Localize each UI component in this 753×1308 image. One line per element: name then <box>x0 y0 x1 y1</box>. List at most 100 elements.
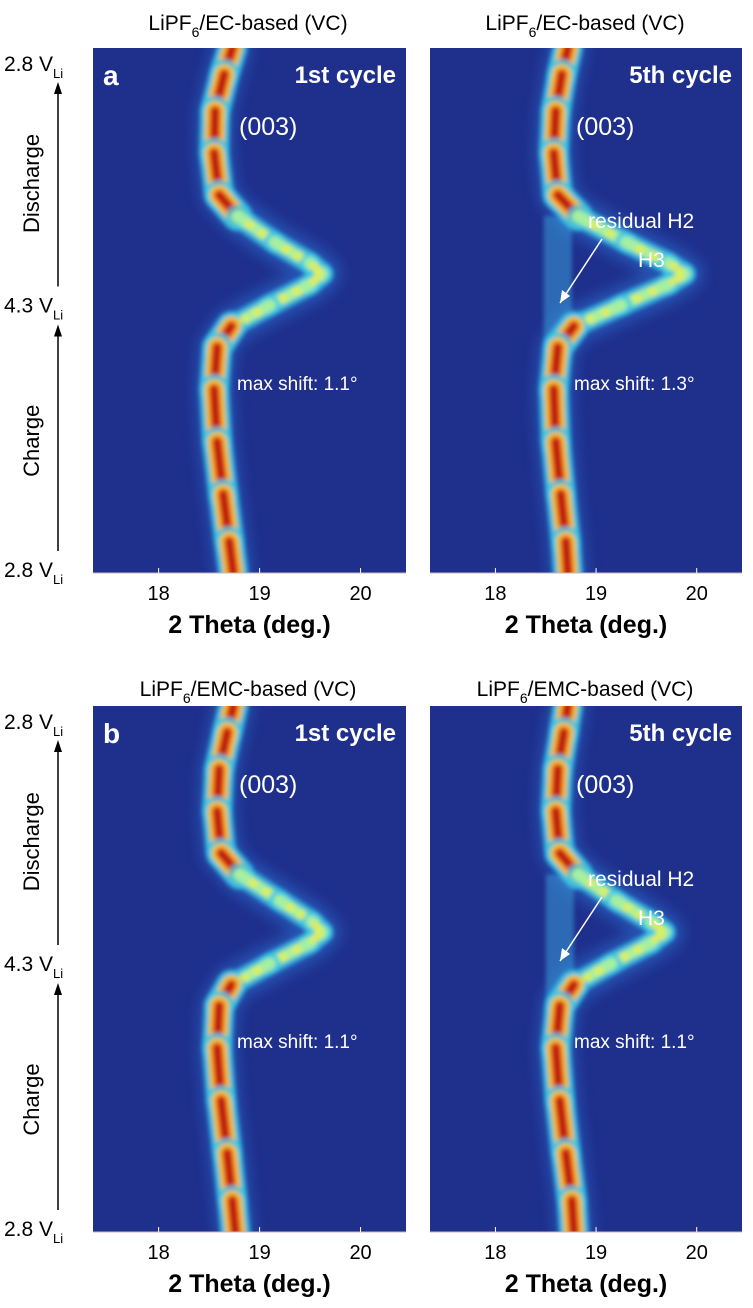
h3-dot <box>633 945 643 954</box>
voltage-bottom-label-main: 2.8 V <box>4 559 53 582</box>
residual-arrow <box>559 896 603 962</box>
peak-segment-center <box>563 539 571 573</box>
voltage-mid-label: 4.3 VLi <box>4 953 63 981</box>
voltage-mid-label-sub: Li <box>53 308 63 323</box>
h3-dot <box>296 910 307 919</box>
h3-dot <box>650 935 661 944</box>
voltage-mid-label-main: 4.3 V <box>4 953 53 976</box>
h3-dot <box>239 973 250 982</box>
peak-segment-center <box>569 1198 577 1232</box>
panel-b1: LiPF6/EMC-based (VC) 18 19 20 2 Theta (deg.)… <box>93 678 406 1298</box>
peak-segment-center <box>227 539 236 573</box>
h3-dot <box>589 220 600 229</box>
discharge-arrow-head <box>54 740 62 752</box>
h3-dot <box>674 266 685 275</box>
h3-dot <box>647 287 658 296</box>
panel-title: LiPF6/EMC-based (VC) <box>477 678 694 706</box>
discharge-label: Discharge <box>19 134 44 233</box>
h3-dot <box>291 287 302 296</box>
charge-label: Charge <box>19 1063 44 1135</box>
h3-dot <box>622 903 633 912</box>
panel-title-prefix: LiPF <box>477 678 520 701</box>
panel-a1: LiPF6/EC-based (VC) 18 19 20 2 Theta (deg.) a… <box>93 12 406 639</box>
voltage-top-label: 2.8 VLi <box>4 711 63 739</box>
residual-h2-label: residual H2 <box>588 868 694 891</box>
voltage-top-label-sub: Li <box>53 66 63 81</box>
peak-trace <box>199 48 334 573</box>
h3-dot <box>634 910 645 919</box>
cycle-label: 5th cycle <box>629 720 732 747</box>
voltage-bottom-label: 2.8 VLi <box>4 559 63 587</box>
panel-letter: b <box>103 718 120 749</box>
h3-dot <box>251 308 262 317</box>
h3-dot <box>257 229 268 238</box>
discharge-label: Discharge <box>19 792 44 891</box>
voltage-bottom-label-sub: Li <box>53 1231 63 1246</box>
h3-dot <box>581 973 592 982</box>
h3-dot <box>598 887 609 896</box>
peak-trace <box>538 48 696 573</box>
x-tick-label: 18 <box>484 1242 506 1264</box>
voltage-top-label: 2.8 VLi <box>4 53 63 81</box>
residual-arrow-head <box>560 948 570 961</box>
h3-dot <box>309 935 320 944</box>
x-tick-label: 19 <box>248 583 270 605</box>
charge-arrow-head <box>54 983 62 995</box>
heatmap-intensity <box>195 48 342 573</box>
h3-dot <box>631 294 642 303</box>
max-shift-label: max shift: 1.1° <box>237 1032 358 1053</box>
heatmap-intensity <box>536 706 684 1232</box>
panel-title: LiPF6/EC-based (VC) <box>485 12 684 40</box>
panel-title-suffix: /EC-based (VC) <box>199 12 347 35</box>
h3-dot <box>605 229 616 238</box>
panel-title: LiPF6/EC-based (VC) <box>148 12 347 40</box>
h3-dot <box>309 276 320 285</box>
voltage-bottom-label-sub: Li <box>53 572 63 587</box>
peak-label: (003) <box>576 771 634 799</box>
panel-a5: LiPF6/EC-based (VC) 18 19 20 2 Theta (deg.) 5… <box>430 12 742 639</box>
x-axis-label: 2 Theta (deg.) <box>168 611 331 639</box>
voltage-bottom-label-main: 2.8 V <box>4 1218 53 1241</box>
h3-dot <box>593 966 604 975</box>
x-tick-label: 20 <box>349 1242 371 1264</box>
h3-dot <box>281 245 292 254</box>
panel-title: LiPF6/EMC-based (VC) <box>140 678 357 706</box>
voltage-top-label-sub: Li <box>53 724 63 739</box>
residual-h2-label: residual H2 <box>588 210 694 233</box>
x-tick-label: 18 <box>484 583 506 605</box>
panel-title-prefix: LiPF <box>140 678 183 701</box>
heatmap-panels: LiPF6/EC-based (VC)18 19 202 Theta (deg.)a… <box>93 12 742 1298</box>
panel-title-sub: 6 <box>183 690 191 706</box>
h3-dot <box>313 266 324 275</box>
voltage-mid-label-sub: Li <box>53 966 63 981</box>
peak-label: (003) <box>239 771 297 799</box>
h3-dot <box>285 903 296 912</box>
peak-trace <box>540 706 676 1232</box>
residual-arrow <box>559 238 603 304</box>
max-shift-label: max shift: 1.1° <box>237 374 358 395</box>
x-tick-label: 19 <box>585 1242 607 1264</box>
x-tick-label: 20 <box>686 583 708 605</box>
h3-dot <box>291 945 302 954</box>
h3-dot <box>313 924 324 933</box>
x-tick-label: 20 <box>686 1242 708 1264</box>
voltage-mid-label-main: 4.3 V <box>4 295 53 318</box>
h3-dot <box>668 276 679 285</box>
h3-dot <box>261 887 272 896</box>
peak-label: (003) <box>239 113 297 141</box>
peak-trace <box>202 706 334 1232</box>
x-tick-label: 18 <box>148 583 170 605</box>
voltage-top-label-main: 2.8 V <box>4 711 53 734</box>
h3-dot <box>655 924 666 933</box>
h3-dot <box>293 252 304 261</box>
h3-label: H3 <box>638 907 665 930</box>
panel-title-prefix: LiPF <box>148 12 191 35</box>
h3-dot <box>584 315 595 324</box>
x-tick-label: 18 <box>148 1242 170 1264</box>
x-tick-label: 19 <box>585 583 607 605</box>
h3-label: H3 <box>638 249 665 272</box>
max-shift-label: max shift: 1.1° <box>574 1032 695 1053</box>
h3-dot <box>635 245 646 254</box>
